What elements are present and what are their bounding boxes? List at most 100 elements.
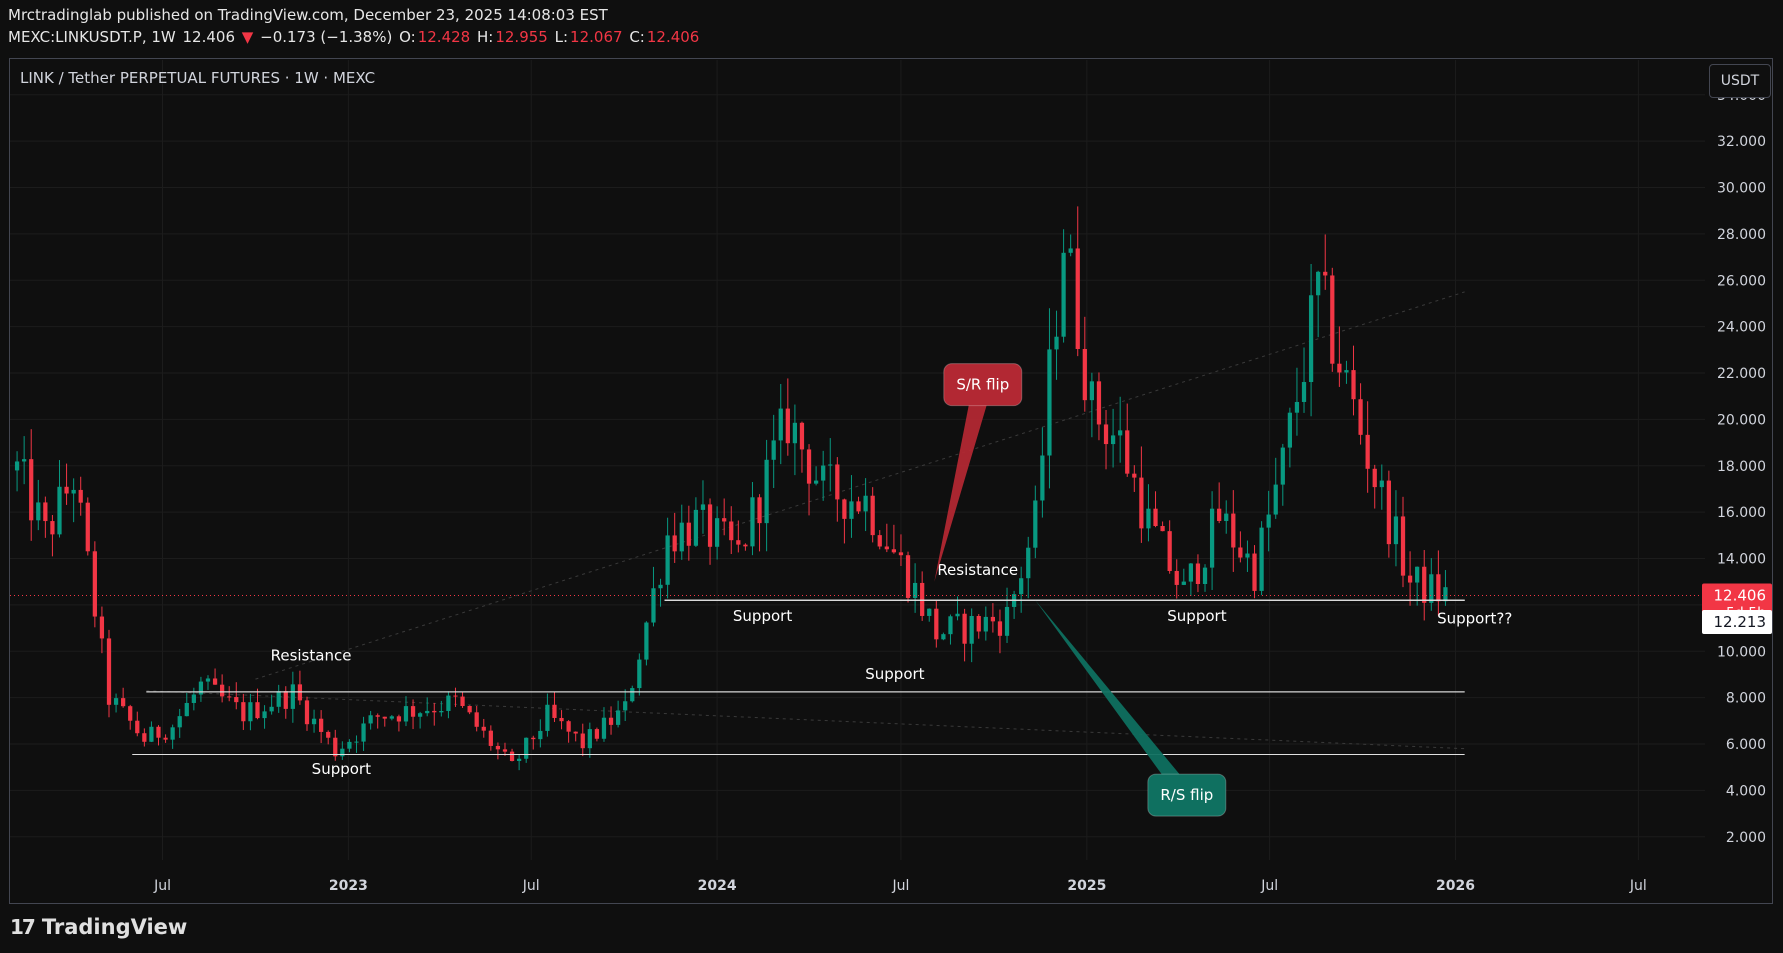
trend-line [146,690,1465,750]
candle-body [679,522,684,552]
y-axis: 2.0004.0006.0008.00010.00012.00014.00016… [1717,88,1766,846]
candle-body [1202,567,1208,585]
candle-body [729,521,734,541]
candle-body [241,702,246,722]
currency-button[interactable]: USDT [1709,64,1771,98]
candle-body [474,712,479,727]
candle-body [248,702,253,722]
candle-body [1386,480,1391,545]
candle-body [1110,435,1116,445]
candle-body [1308,295,1314,383]
close-label: C: [629,28,645,46]
candle-body [792,422,798,444]
candle-body [1160,526,1165,532]
candle-body [531,737,536,740]
candle-body [1075,248,1080,349]
candle-body [983,616,988,632]
candle-body [658,584,663,589]
candle-body [1323,271,1328,276]
candle-body [1400,516,1406,576]
candle-body [92,551,97,617]
tradingview-logo[interactable]: 17 TradingView [10,915,187,939]
y-tick-label: 18.000 [1717,459,1766,475]
candle-body [1181,581,1186,585]
price-scale-value: 12.406 [1714,587,1767,605]
candle-body [234,697,239,703]
x-tick-label: 2023 [329,878,368,894]
candle-body [184,702,189,717]
candle-body [1259,527,1264,591]
tradingview-mark-icon: 17 [10,915,36,939]
candle-body [205,678,211,682]
candle-body [877,535,882,547]
candle-body [573,731,578,734]
candle-body [1209,508,1215,568]
x-tick-label: 2024 [698,878,737,894]
candle-body [665,535,670,585]
candle-body [1026,547,1031,579]
candle-body [1287,412,1292,448]
candle-body [891,549,897,553]
x-tick-label: Jul [522,878,540,894]
candle-body [778,408,783,441]
candle-body [835,464,840,500]
candle-body [389,716,394,719]
candle-body [601,717,607,739]
x-axis: Jul 2023 Jul 2024 Jul 2025 Jul 2026 Jul [153,878,1647,894]
candle-body [1096,381,1102,425]
candle-body [842,499,847,519]
candle-body [580,733,585,749]
chart-frame[interactable] [9,58,1773,904]
candle-body [446,695,451,712]
y-tick-label: 16.000 [1717,505,1766,521]
candle-body [623,701,628,711]
candle-body [467,705,472,713]
candle-body [1415,566,1420,583]
candles [10,206,1705,771]
candle-body [1174,570,1179,585]
candle-body [1422,566,1427,603]
x-tick-label: Jul [892,878,910,894]
candle-body [99,616,105,639]
open-label: O: [399,28,416,46]
candle-body [1407,575,1413,583]
candle-body [502,749,508,752]
candle-body [962,613,967,644]
candle-body [545,704,550,731]
candle-body [509,751,515,761]
candle-body [997,621,1003,636]
candle-body [85,502,90,552]
candle-body [1273,484,1278,515]
candle-body [743,544,748,547]
candle-body [828,464,833,466]
candle-body [460,696,465,706]
candle-body [113,698,119,705]
candle-body [128,706,133,721]
candle-body [1393,516,1399,545]
candle-body [319,718,324,732]
candle-body [1118,430,1123,436]
candle-body [700,504,706,510]
candle-body [524,737,529,759]
publish-info: Mrctradinglab published on TradingView.c… [8,6,608,24]
candle-body [1195,563,1201,585]
candle-body [121,698,126,707]
callout-box [943,363,1023,407]
candle-body [29,459,34,521]
publish-header: Mrctradinglab published on TradingView.c… [8,4,701,48]
candle-body [1252,553,1257,591]
chart-symbol-title[interactable]: LINK / Tether PERPETUAL FUTURES · 1W · M… [20,69,376,87]
candle-body [1068,248,1073,253]
candle-body [1372,468,1377,488]
candle-body [36,502,41,521]
candle-body [1245,553,1250,558]
candle-body [849,501,854,519]
price-scale-value: 12.213 [1714,613,1767,631]
candle-body [106,638,112,705]
candle-body [142,733,147,742]
candle-body [418,713,423,717]
callout-pointer [934,384,993,582]
candle-body [969,616,974,644]
candle-body [1082,348,1087,401]
